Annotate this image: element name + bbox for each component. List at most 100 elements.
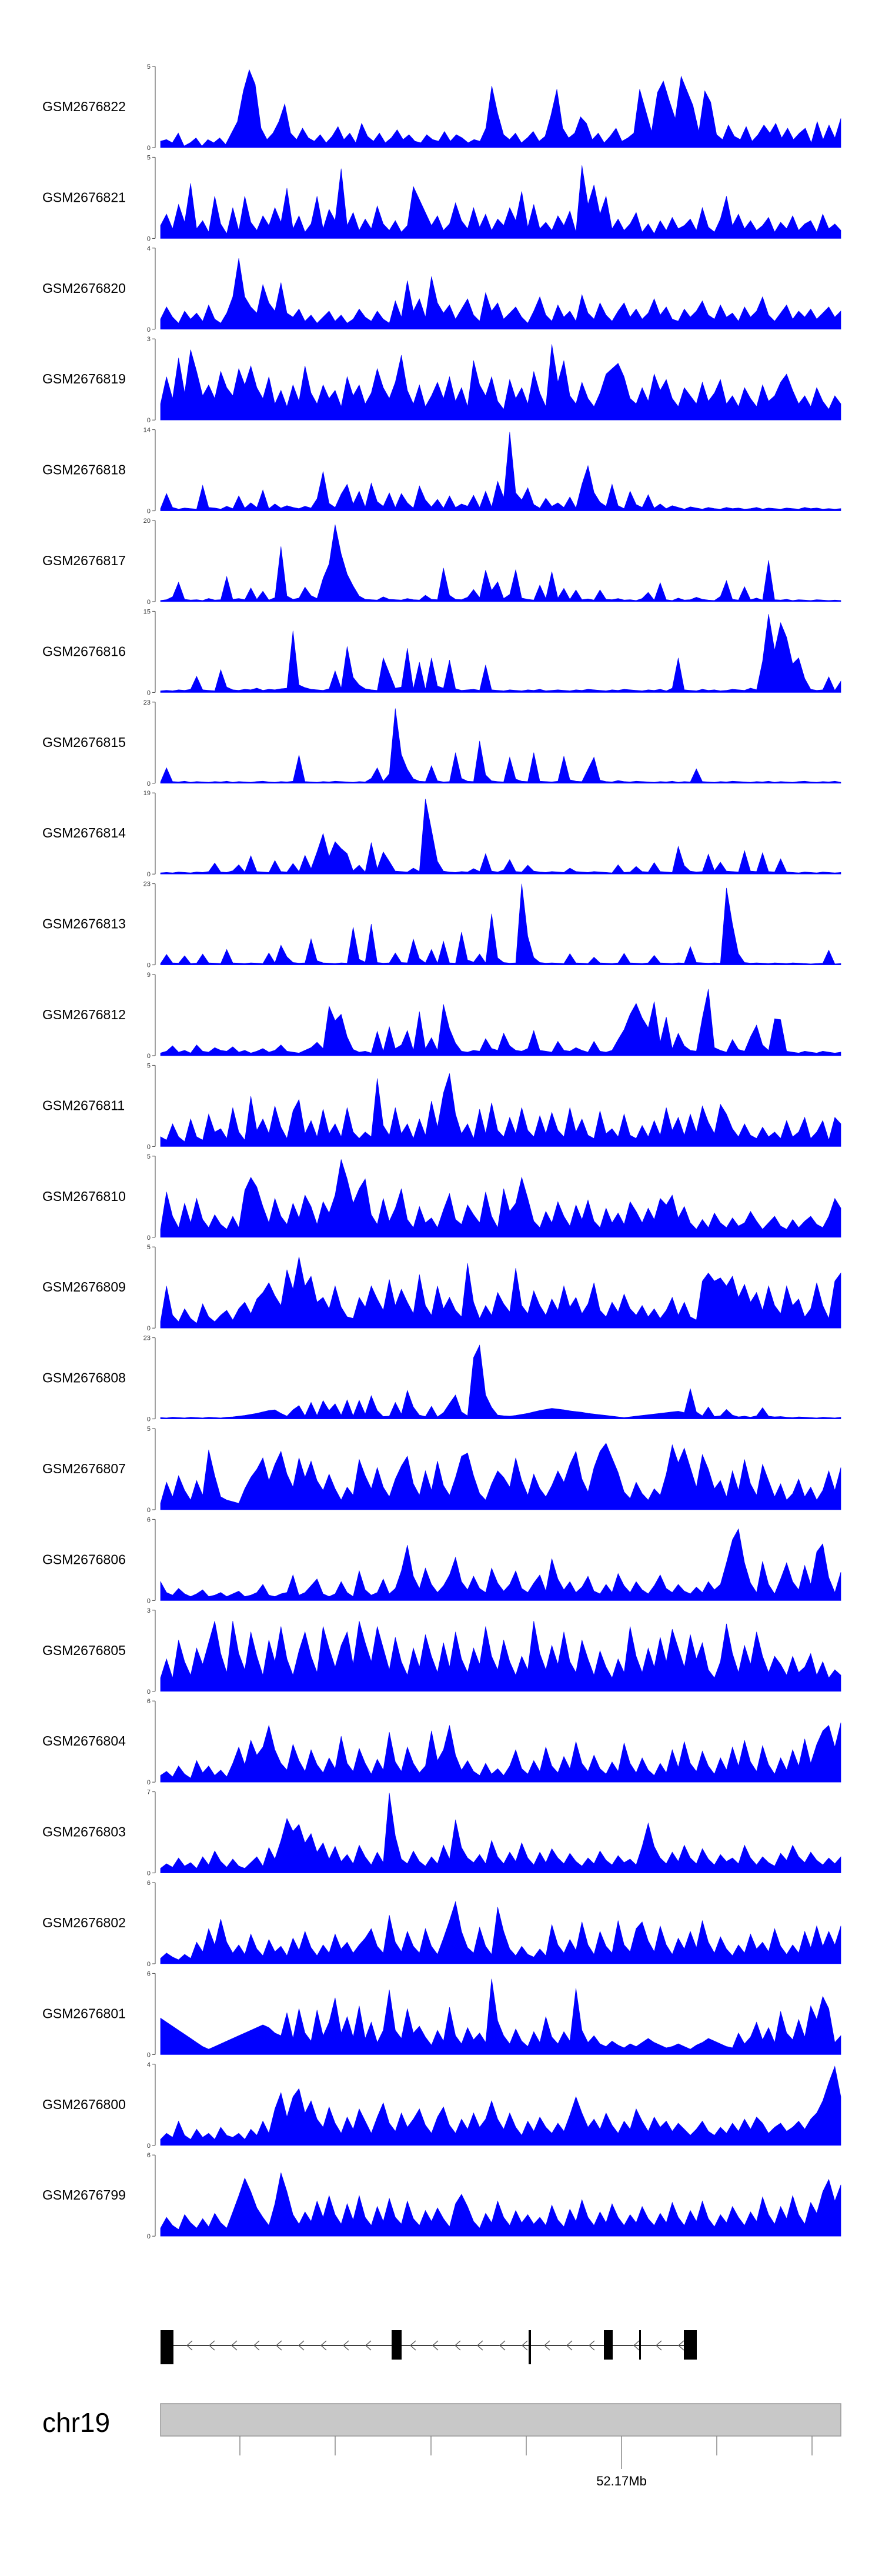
gene-exon-5: [639, 2330, 641, 2360]
track-signal-area: [160, 1256, 841, 1329]
track-GSM2676799: GSM2676799 6 0: [42, 2152, 841, 2240]
track-ymin-label: 0: [147, 1143, 151, 1150]
track-GSM2676821: GSM2676821 5 0: [42, 154, 841, 242]
track-label: GSM2676805: [42, 1643, 126, 1658]
track-GSM2676804: GSM2676804 6 0: [42, 1698, 841, 1786]
track-ymax-label: 6: [147, 1880, 151, 1887]
track-signal-area: [160, 989, 841, 1056]
track-ymax-label: 6: [147, 2152, 151, 2159]
track-ymin-label: 0: [147, 1325, 151, 1332]
track-label: GSM2676822: [42, 99, 126, 114]
track-GSM2676822: GSM2676822 5 0: [42, 64, 841, 152]
track-ymin-label: 0: [147, 2143, 151, 2150]
track-label: GSM2676808: [42, 1370, 126, 1386]
track-ymin-label: 0: [147, 1689, 151, 1696]
track-label: GSM2676810: [42, 1189, 126, 1204]
track-signal-area: [160, 165, 841, 239]
track-ymin-label: 0: [147, 1597, 151, 1604]
genome-axis-bar: [160, 2403, 841, 2437]
track-ymax-label: 4: [147, 245, 151, 252]
strand-arrow: [320, 2340, 327, 2351]
track-ymax-label: 5: [147, 1244, 151, 1251]
gene-exon-4: [604, 2330, 613, 2360]
strand-arrow: [656, 2340, 662, 2351]
strand-arrow: [410, 2340, 416, 2351]
track-signal-area: [160, 344, 841, 421]
track-label: GSM2676821: [42, 189, 126, 205]
track-signal-area: [160, 69, 841, 148]
gene-exon-3: [529, 2330, 531, 2364]
track-ymax-label: 5: [147, 1062, 151, 1069]
track-GSM2676820: GSM2676820 4 0: [42, 245, 841, 333]
strand-arrow: [522, 2340, 528, 2351]
track-ymax-label: 6: [147, 1516, 151, 1523]
strand-arrow: [678, 2340, 684, 2351]
track-label: GSM2676800: [42, 2097, 126, 2112]
track-ymin-label: 0: [147, 780, 151, 788]
track-ymax-label: 23: [143, 699, 151, 706]
track-ymin-label: 0: [147, 871, 151, 878]
track-ymin-label: 0: [147, 1507, 151, 1514]
track-ymin-label: 0: [147, 1416, 151, 1423]
strand-arrow: [186, 2340, 193, 2351]
gene-exon-2: [392, 2330, 402, 2360]
strand-arrow: [298, 2340, 305, 2351]
gene-strand-arrows: [186, 2340, 684, 2351]
track-ymin-label: 0: [147, 145, 151, 152]
track-signal-area: [160, 1901, 841, 1964]
track-GSM2676811: GSM2676811 5 0: [42, 1062, 841, 1150]
track-label: GSM2676816: [42, 643, 126, 659]
track-label: GSM2676807: [42, 1461, 126, 1476]
track-ymin-label: 0: [147, 2051, 151, 2058]
track-label: GSM2676820: [42, 281, 126, 296]
track-signal-area: [160, 1978, 841, 2055]
strand-arrow: [499, 2340, 506, 2351]
track-ymin-label: 0: [147, 962, 151, 969]
track-label: GSM2676812: [42, 1007, 126, 1022]
track-ymax-label: 14: [143, 427, 151, 434]
track-label: GSM2676815: [42, 735, 126, 750]
strand-arrow: [365, 2340, 372, 2351]
strand-arrow: [566, 2340, 573, 2351]
track-signal-area: [160, 1159, 841, 1238]
track-ymin-label: 0: [147, 417, 151, 424]
axis-coordinate-label: 52.17Mb: [596, 2474, 647, 2488]
gene-exon-1: [161, 2330, 173, 2364]
track-GSM2676816: GSM2676816 15 0: [42, 608, 841, 696]
track-label: GSM2676809: [42, 1279, 126, 1294]
track-ymin-label: 0: [147, 1779, 151, 1786]
track-GSM2676802: GSM2676802 6 0: [42, 1880, 841, 1968]
data-tracks: GSM267682250GSM267682150GSM267682040GSM2…: [42, 64, 841, 2240]
track-ymax-label: 23: [143, 1335, 151, 1342]
track-ymax-label: 7: [147, 1789, 151, 1796]
gene-model-track: [161, 2330, 697, 2364]
track-GSM2676803: GSM2676803 7 0: [42, 1789, 841, 1877]
track-label: GSM2676819: [42, 371, 126, 386]
track-signal-area: [160, 1621, 841, 1692]
track-signal-area: [160, 613, 841, 693]
track-signal-area: [160, 1073, 841, 1147]
strand-arrow: [253, 2340, 260, 2351]
track-signal-area: [160, 258, 841, 330]
track-signal-area: [160, 883, 841, 965]
strand-arrow: [343, 2340, 349, 2351]
track-GSM2676817: GSM2676817 20 0: [42, 518, 841, 606]
strand-arrow: [231, 2340, 238, 2351]
strand-arrow: [544, 2340, 550, 2351]
track-label: GSM2676818: [42, 462, 126, 478]
track-label: GSM2676803: [42, 1824, 126, 1840]
track-ymin-label: 0: [147, 326, 151, 333]
track-signal-area: [160, 432, 841, 511]
track-label: GSM2676806: [42, 1551, 126, 1567]
strand-arrow: [589, 2340, 595, 2351]
track-ymax-label: 5: [147, 154, 151, 161]
track-ymin-label: 0: [147, 599, 151, 606]
track-ymax-label: 19: [143, 790, 151, 797]
track-label: GSM2676799: [42, 2187, 126, 2203]
genome-axis: chr19 52.17Mb: [42, 2403, 841, 2488]
track-GSM2676806: GSM2676806 6 0: [42, 1516, 841, 1604]
track-ymin-label: 0: [147, 508, 151, 515]
strand-arrow: [276, 2340, 282, 2351]
track-ymax-label: 23: [143, 881, 151, 888]
strand-arrow: [477, 2340, 483, 2351]
